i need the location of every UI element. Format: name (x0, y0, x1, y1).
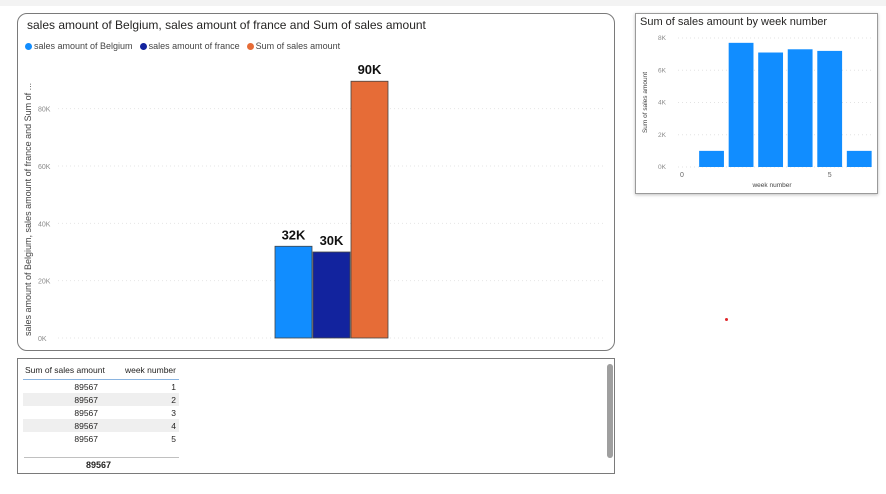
legend-item-belgium[interactable]: sales amount of Belgium (25, 41, 133, 51)
chart-title: sales amount of Belgium, sales amount of… (27, 18, 426, 32)
legend-item-france[interactable]: sales amount of france (139, 41, 240, 51)
bar-week-3 (758, 52, 784, 168)
legend-dot-icon (139, 42, 147, 50)
amount-cell: 89567 (23, 393, 116, 406)
table-total: 89567 (86, 460, 112, 470)
total-divider (24, 457, 179, 458)
y-tick-label: 6K (658, 67, 667, 74)
x-tick-label: 5 (828, 172, 832, 179)
column-header-week[interactable]: week number (116, 364, 179, 380)
chart-legend: sales amount of Belgium sales amount of … (25, 41, 340, 51)
bar-week-1 (699, 150, 724, 167)
y-tick-label: 60K (38, 164, 51, 171)
clustered-bar-chart-visual[interactable]: sales amount of Belgium, sales amount of… (17, 13, 615, 351)
data-label: 90K (358, 62, 382, 77)
y-axis-title: Sum of sales amount (642, 72, 649, 133)
bar-1 (274, 245, 313, 339)
x-tick-label: 0 (680, 172, 684, 179)
y-tick-label: 80K (38, 107, 51, 114)
data-table: Sum of sales amount week number 89567 1 … (23, 364, 179, 445)
y-tick-label: 40K (38, 221, 51, 228)
data-label: 32K (282, 227, 306, 242)
week-cell: 3 (171, 407, 176, 418)
data-label: 30K (320, 233, 344, 248)
legend-dot-icon (25, 42, 32, 50)
legend-dot-icon (246, 42, 254, 50)
amount-cell: 89567 (74, 381, 98, 392)
y-tick-label: 0K (38, 336, 47, 343)
chart-title: Sum of sales amount by week number (640, 16, 828, 28)
y-tick-label: 0K (658, 164, 667, 171)
canvas-top-bar (0, 0, 886, 6)
amount-cell: 89567 (74, 433, 98, 444)
bar-3 (350, 80, 389, 339)
y-tick-label: 2K (658, 132, 667, 139)
chart-plot-area: 0K 20K 40K 60K 80K 32K 30K 90K (38, 62, 606, 343)
bar-week-6 (846, 150, 872, 167)
bar-week-5 (817, 50, 843, 167)
y-tick-label: 8K (658, 35, 667, 42)
table-row[interactable]: 89567 2 (23, 393, 179, 406)
table-row[interactable]: 89567 3 (23, 406, 179, 419)
legend-label: sales amount of Belgium (34, 41, 133, 51)
bar-week-4 (787, 49, 813, 167)
table-row[interactable]: 89567 1 (23, 380, 179, 394)
table-header-row: Sum of sales amount week number (23, 364, 179, 380)
table-visual[interactable]: Sum of sales amount week number 89567 1 … (17, 358, 615, 474)
y-tick-label: 4K (658, 100, 667, 107)
amount-cell: 89567 (74, 407, 98, 418)
week-cell: 5 (171, 433, 176, 444)
legend-label: sales amount of france (148, 41, 240, 51)
week-cell: 1 (171, 381, 176, 392)
week-cell: 2 (116, 393, 179, 406)
bar-week-2 (728, 42, 754, 167)
amount-cell: 89567 (23, 419, 116, 432)
x-axis-title: week number (751, 182, 792, 189)
table-row[interactable]: 89567 4 (23, 419, 179, 432)
legend-item-sum[interactable]: Sum of sales amount (246, 41, 341, 51)
bar-2 (312, 251, 351, 339)
column-header-amount[interactable]: Sum of sales amount (23, 364, 116, 380)
table-row[interactable]: 89567 5 (23, 432, 179, 445)
chart-plot-area: 0K 2K 4K 6K 8K 0 5 week number Sum of sales amou… (642, 35, 874, 189)
red-dot-marker (725, 318, 728, 321)
legend-label: Sum of sales amount (255, 41, 341, 51)
y-tick-label: 20K (38, 279, 51, 286)
week-column-chart-visual[interactable]: Sum of sales amount by week number 0K 2K 4… (635, 13, 878, 194)
scrollbar-thumb[interactable] (607, 364, 613, 458)
week-cell: 4 (116, 419, 179, 432)
